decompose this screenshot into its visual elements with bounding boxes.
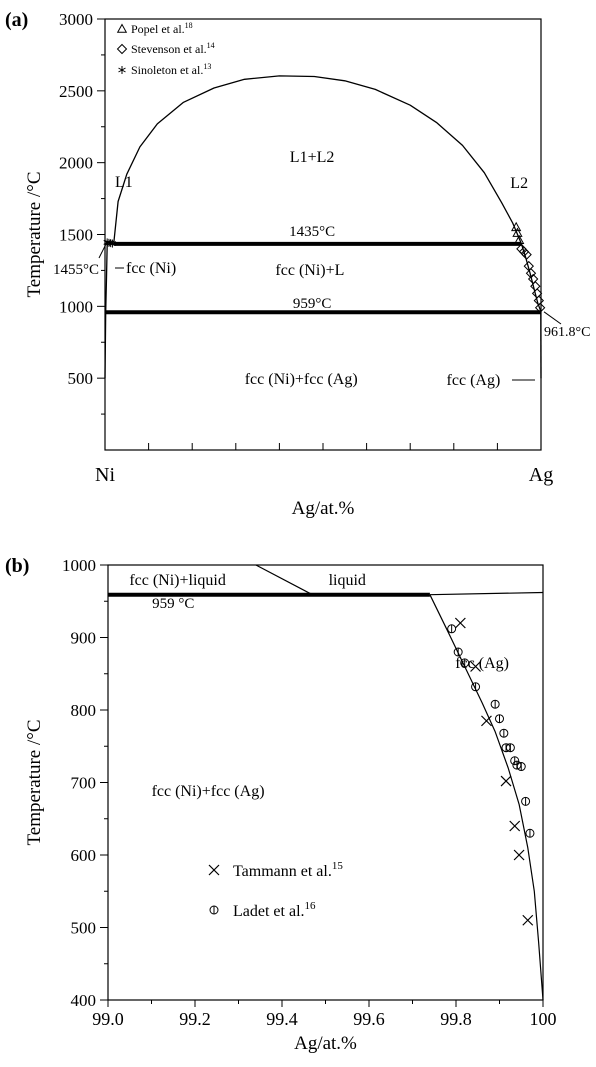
panel-label: (b) (5, 555, 29, 577)
data-point (460, 658, 470, 668)
data-point (516, 762, 526, 772)
x-tick-label: 100 (530, 1009, 557, 1029)
legend-marker (118, 66, 126, 74)
data-point (521, 249, 532, 260)
legend-label: Stevenson et al.14 (131, 41, 215, 56)
annotation-label: 959 °C (152, 596, 194, 612)
x-tick-label: Ag (529, 464, 553, 486)
legend-marker (116, 23, 128, 33)
data-point (500, 775, 512, 787)
data-point (490, 699, 500, 709)
data-point (454, 617, 466, 629)
panel-b-chart: 99.0 99.2 99.4 99.6 99.8 100 400 500 600 700 800 90… (5, 555, 557, 1054)
region-label: fcc (Ni)+fcc (Ag) (245, 371, 358, 388)
y-tick-label: 2000 (59, 154, 93, 173)
x-tick-label: 99.4 (266, 1009, 298, 1029)
legend-ref: 15 (332, 860, 344, 872)
data-point (509, 820, 521, 832)
annotation-label: 961.8°C (544, 325, 590, 340)
y-tick-label: 2500 (59, 82, 93, 101)
legend-label: Tammann et al.15 (233, 860, 343, 880)
legend-ref: 14 (207, 41, 215, 50)
y-tick-label: 500 (68, 369, 94, 388)
data-point (481, 715, 492, 727)
y-tick-label: 500 (71, 919, 97, 938)
region-label: L1 (115, 174, 133, 191)
data-point (525, 828, 535, 838)
annotation-label: 1435°C (289, 224, 335, 240)
legend-ref: 16 (305, 900, 317, 912)
data-point (512, 227, 523, 237)
x-tick-label: 99.2 (179, 1009, 211, 1029)
legend-label: Ladet et al.16 (233, 900, 316, 920)
legend-label-text: Stevenson et al. (131, 42, 207, 56)
legend-marker (116, 43, 128, 55)
y-tick-label: 1000 (59, 297, 93, 316)
x-tick-label: 99.0 (92, 1009, 124, 1029)
region-label: fcc (Ni)+L (275, 262, 344, 279)
legend-label: Sinoleton et al.13 (131, 62, 211, 77)
data-point (471, 682, 481, 692)
x-axis-label: Ag/at.% (292, 498, 355, 519)
x-axis-label: Ag/at.% (294, 1033, 357, 1054)
annotation-label: fcc (Ag) (447, 372, 501, 389)
legend-label-text: Popel et al. (131, 22, 185, 36)
annotation-label: fcc (Ni) (126, 260, 176, 277)
y-tick-label: 600 (71, 846, 97, 865)
legend-label-text: Sinoleton et al. (131, 63, 203, 77)
data-point (513, 849, 525, 861)
leader-line (543, 311, 562, 325)
data-point (534, 302, 546, 313)
data-point (495, 714, 504, 724)
y-tick-label: 800 (71, 701, 97, 720)
legend-label-text: Ladet et al. (233, 903, 305, 920)
panel-label: (a) (5, 9, 28, 31)
legend-ref: 13 (203, 62, 211, 71)
y-axis-label: Temperature /°C (24, 719, 45, 845)
y-tick-label: 1500 (59, 226, 93, 245)
miscibility-gap-curve (113, 75, 522, 245)
region-label: liquid (329, 572, 366, 589)
region-label: fcc (Ni)+fcc (Ag) (152, 783, 265, 800)
legend-marker (208, 864, 220, 876)
leader-line (98, 241, 108, 259)
legend-ref: 18 (185, 21, 193, 30)
y-tick-label: 900 (71, 629, 97, 648)
data-point (447, 624, 457, 634)
legend-marker (209, 905, 219, 915)
data-point (525, 268, 537, 279)
data-point (521, 796, 531, 806)
annotation-label: 1455°C (53, 262, 99, 278)
region-label: fcc (Ni)+liquid (129, 572, 226, 589)
annotation-label: 959°C (293, 296, 332, 312)
data-point (510, 756, 520, 766)
x-tick-label: Ni (95, 464, 115, 486)
x-tick-label: 99.8 (440, 1009, 472, 1029)
x-tick-label: 99.6 (353, 1009, 385, 1029)
panel-a-chart: 500 1000 1500 2000 2500 3000 Ni Ag Ag/at.% Temper… (5, 9, 590, 519)
legend-label: Popel et al.18 (131, 21, 193, 36)
data-point (505, 743, 515, 753)
liquidus-line-right (429, 591, 544, 596)
y-axis-label: Temperature /°C (24, 171, 45, 297)
y-tick-label: 400 (71, 991, 97, 1010)
data-point (453, 647, 463, 657)
legend-label-text: Tammann et al. (233, 863, 332, 880)
region-label: L2 (510, 175, 528, 192)
region-label: fcc (Ag) (455, 655, 509, 672)
ni-solvus-line (104, 243, 108, 379)
data-point (108, 239, 117, 248)
region-label: L1+L2 (290, 149, 335, 166)
data-point (514, 234, 525, 245)
data-point (522, 914, 534, 926)
data-point (499, 728, 509, 738)
y-tick-label: 700 (71, 774, 97, 793)
y-tick-label: 3000 (59, 10, 93, 29)
y-tick-label: 1000 (62, 556, 96, 575)
data-point (470, 661, 481, 672)
solvus-curve (429, 594, 544, 1001)
liquidus-line-left (255, 564, 313, 596)
